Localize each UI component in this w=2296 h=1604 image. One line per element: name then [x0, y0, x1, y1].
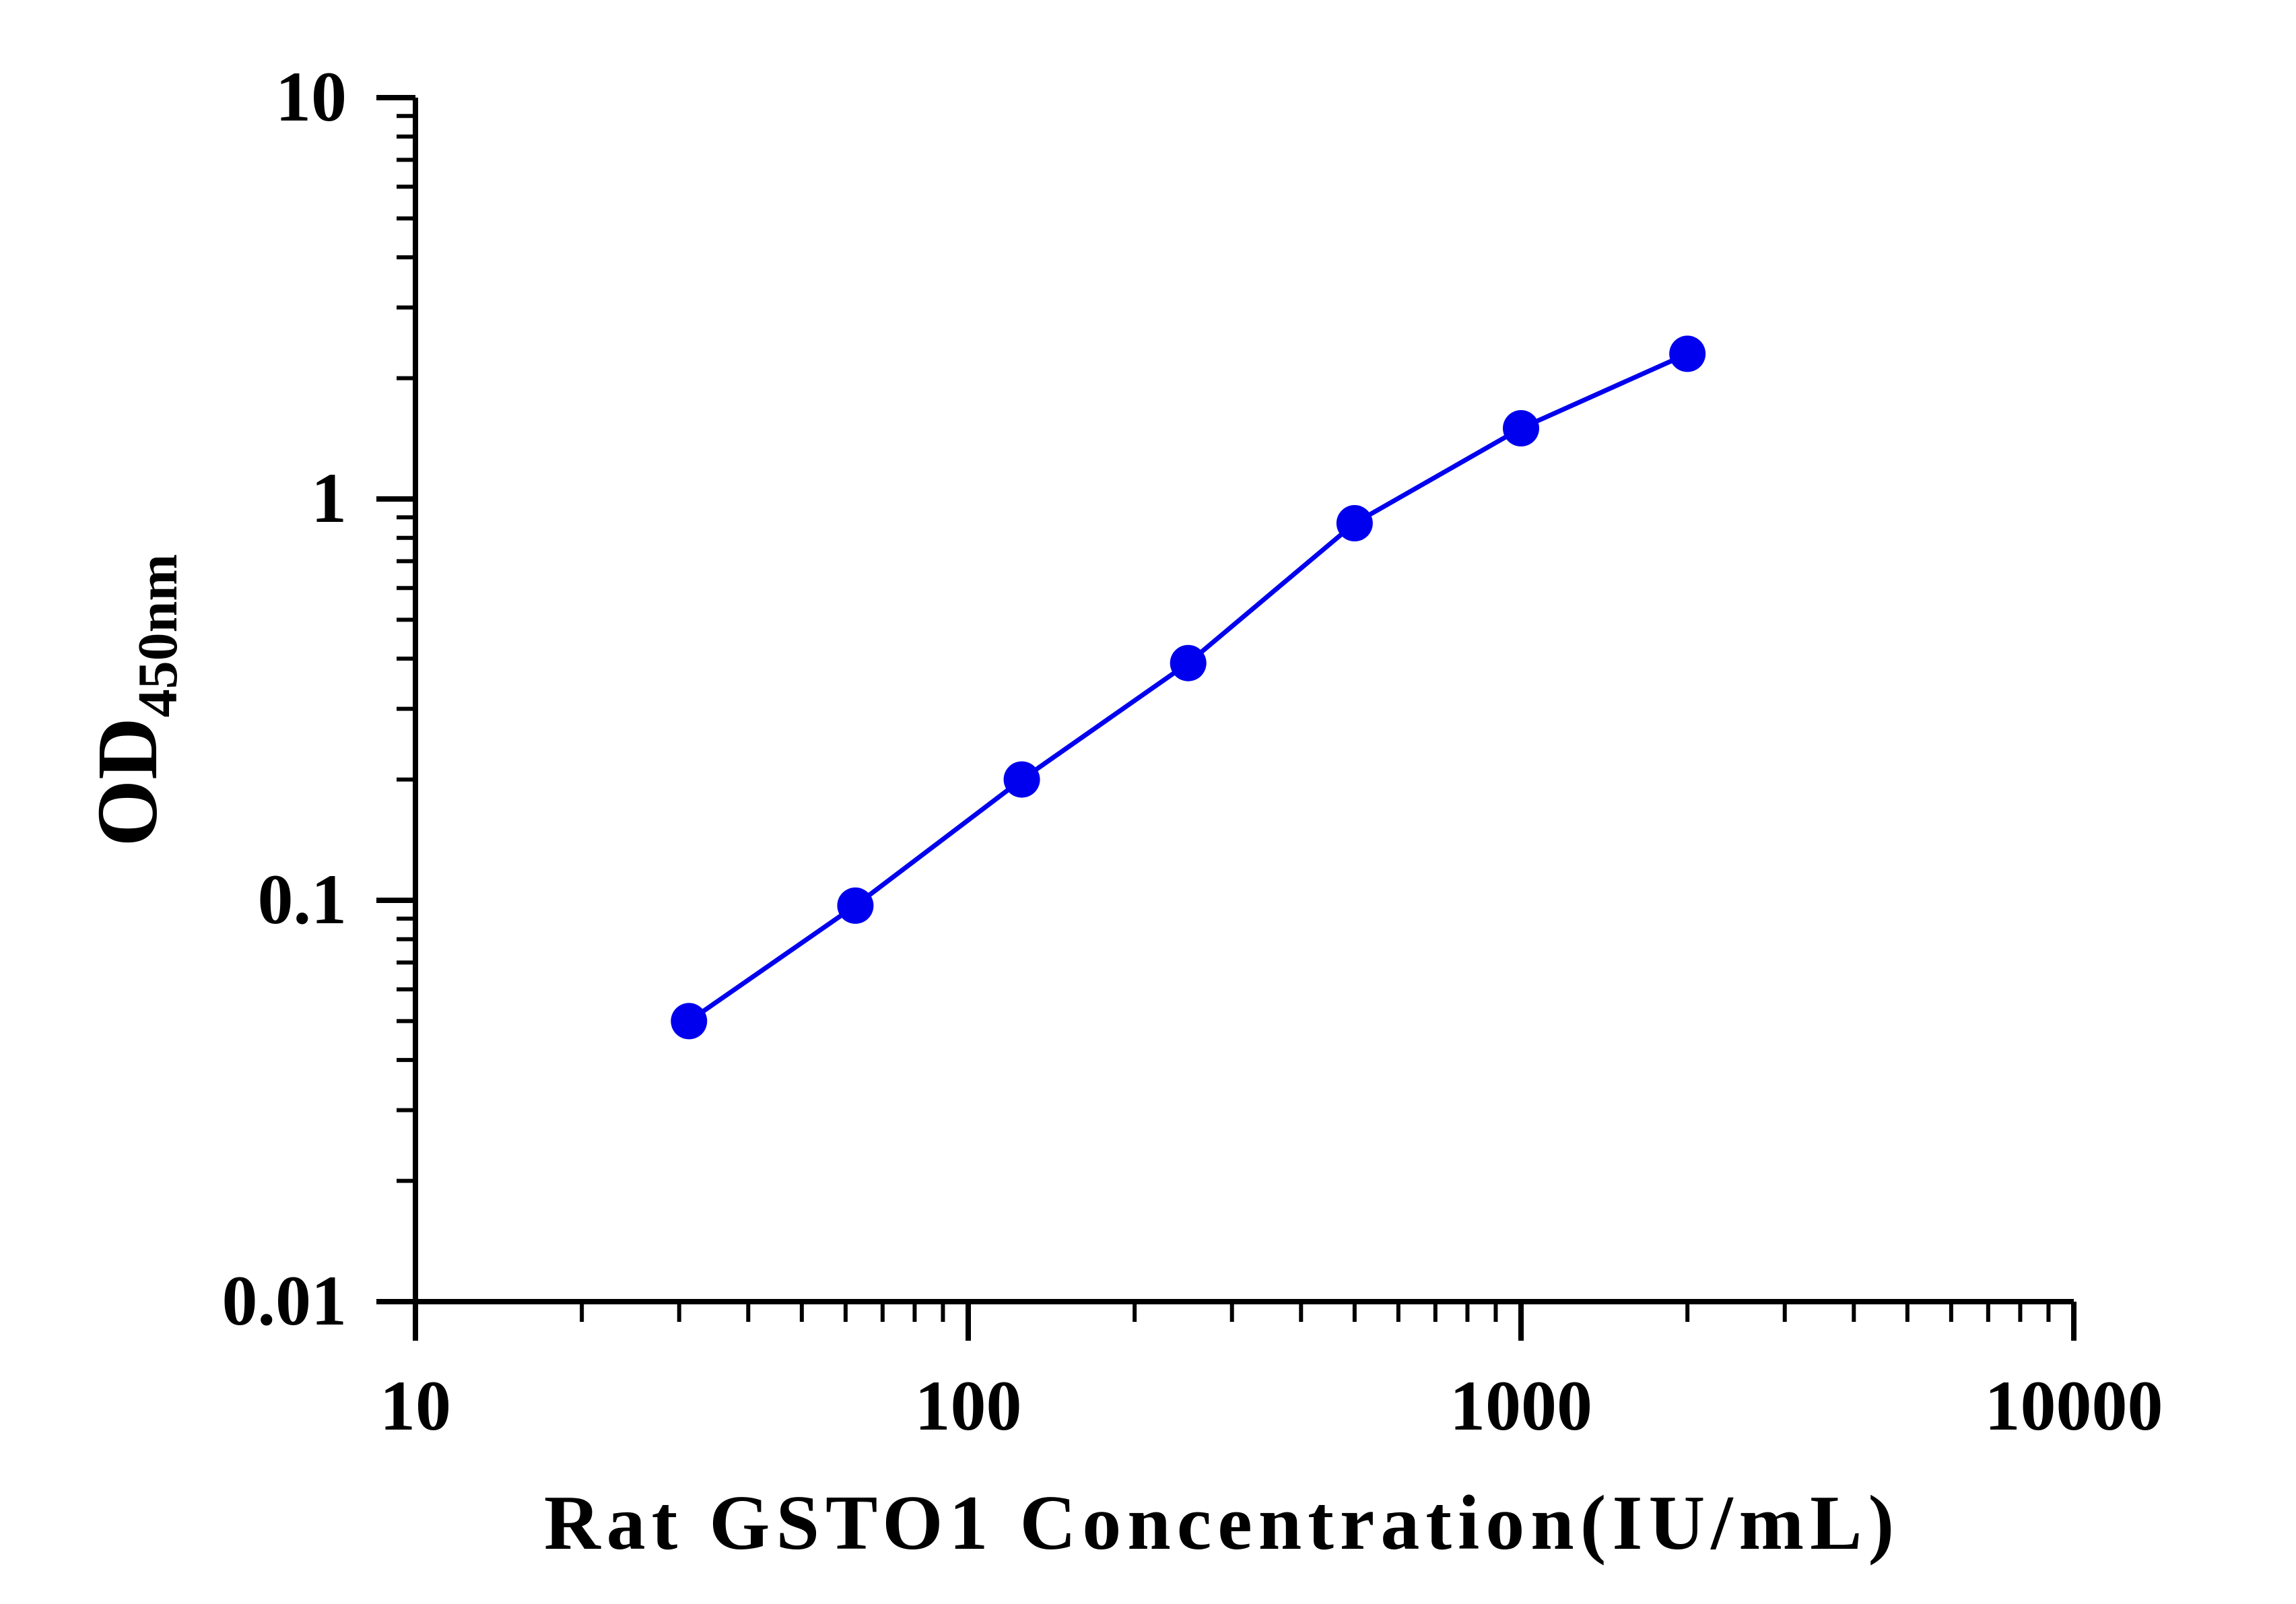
y-axis-title-main: OD [79, 717, 175, 846]
x-tick-label: 10 [380, 1366, 451, 1445]
data-point [1669, 335, 1706, 372]
y-axis-title: OD450nm [79, 554, 189, 847]
data-point [671, 1003, 708, 1040]
x-tick-label: 100 [915, 1366, 1022, 1445]
y-tick-label: 0.1 [258, 860, 347, 939]
series-layer [671, 335, 1706, 1040]
x-tick-label: 1000 [1450, 1366, 1592, 1445]
data-point [1170, 644, 1207, 681]
data-point [1003, 761, 1040, 798]
x-axis-title: Rat GSTO1 Concentration(IU/mL) [544, 1480, 1900, 1566]
y-axis: 0.01 0.1 1 10 [222, 57, 418, 1340]
series-line [687, 352, 1689, 1024]
x-axis: 10 100 1000 10000 [380, 1299, 2163, 1445]
y-tick-label: 0.01 [222, 1261, 347, 1340]
data-point [1503, 410, 1539, 447]
x-tick-label: 10000 [1985, 1366, 2163, 1445]
y-tick-label: 1 [311, 459, 347, 537]
data-point [1336, 505, 1373, 542]
y-tick-label: 10 [275, 57, 347, 136]
y-axis-title-subscript: 450nm [127, 554, 189, 718]
data-point [837, 887, 874, 924]
